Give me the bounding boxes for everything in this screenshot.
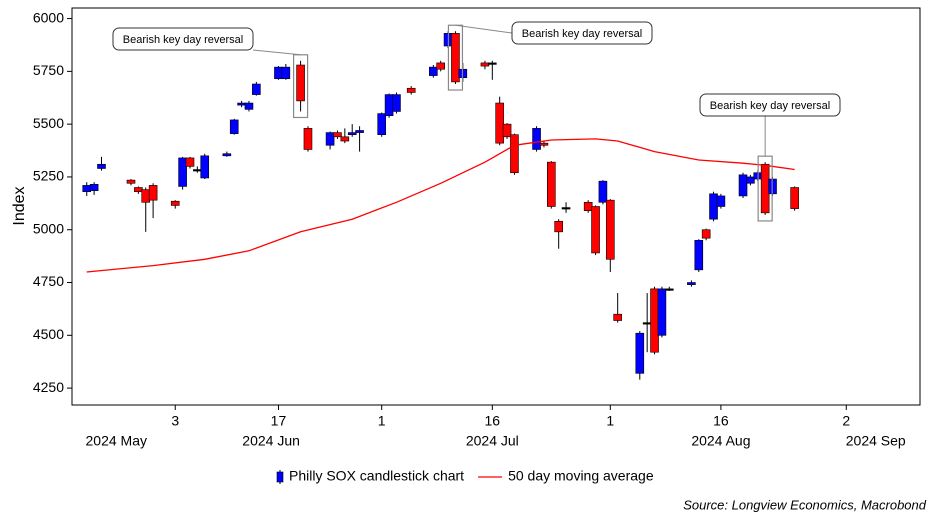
annotation-text: Bearish key day reversal (710, 100, 830, 112)
candle-body (687, 282, 696, 285)
candle-body (716, 195, 726, 207)
candle-body (701, 229, 711, 239)
legend-label: 50 day moving average (508, 468, 654, 484)
candle-body (429, 66, 438, 76)
candle-body (185, 157, 195, 167)
moving-average-line (86, 138, 795, 273)
month-label: 2024 Jun (242, 433, 300, 449)
candle-body (502, 123, 512, 138)
leader-line (455, 24, 513, 34)
legend-label: Philly SOX candlestick chart (289, 468, 464, 484)
candle-body (532, 128, 541, 150)
y-tick-label: 5250 (33, 168, 64, 184)
y-tick-label: 4750 (33, 273, 64, 289)
candle-body (635, 332, 645, 374)
candle-body (495, 102, 504, 144)
candle-body (694, 239, 704, 271)
candle-body (281, 66, 291, 80)
candle-body (583, 201, 593, 212)
candle-body (97, 163, 106, 169)
candle-body (406, 87, 416, 93)
candle-body (347, 132, 357, 136)
leader-line (252, 49, 301, 56)
source: Source: Longview Economics, Macrobond (683, 497, 927, 512)
candle-body (790, 187, 799, 209)
candle-body (178, 157, 187, 187)
month-label: 2024 Aug (691, 433, 750, 449)
candle-body (746, 176, 755, 184)
candle-body (200, 155, 210, 179)
candle-body (642, 322, 652, 325)
candle-body (340, 136, 350, 142)
candle-body (252, 83, 261, 95)
annotation-text: Bearish key day reversal (522, 28, 642, 40)
candle-body (296, 64, 305, 102)
y-tick-label: 4500 (33, 326, 64, 342)
candle-body (148, 185, 158, 201)
candle-body (451, 33, 460, 83)
candle-body (303, 128, 313, 150)
month-label: 2024 Sep (846, 433, 906, 449)
candle-body (237, 102, 246, 106)
candle-body (82, 185, 92, 193)
candle-body (598, 180, 608, 203)
candle-body (333, 132, 342, 138)
candle-body (554, 220, 563, 233)
candle-body (355, 130, 364, 133)
candle-body (244, 102, 254, 110)
candle-body (436, 62, 445, 70)
y-tick-label: 5500 (33, 115, 64, 131)
candle-body (325, 132, 335, 146)
annotation-box (112, 27, 254, 51)
candle-body (170, 200, 180, 206)
x-tick-label: 16 (713, 413, 729, 429)
candle-body (377, 113, 387, 136)
candle-body (274, 66, 283, 80)
x-tick-label: 1 (378, 413, 386, 429)
month-label: 2024 Jul (466, 433, 519, 449)
candle-body (229, 119, 239, 134)
candle-body (657, 288, 667, 336)
candle-body (547, 161, 556, 207)
x-tick-label: 2 (842, 413, 850, 429)
candle-body (222, 153, 232, 157)
candle-body (126, 179, 136, 184)
month-label: 2024 May (86, 433, 147, 449)
candle-body (89, 184, 99, 191)
y-axis-label: Index (11, 186, 28, 225)
y-tick-label: 5000 (33, 220, 64, 236)
candle-body (613, 313, 622, 321)
legend-candle (276, 471, 284, 483)
y-tick-label: 6000 (33, 9, 64, 25)
candle-body (664, 288, 674, 291)
x-tick-label: 1 (606, 413, 614, 429)
x-tick-label: 3 (171, 413, 179, 429)
candle-body (539, 142, 549, 146)
candle-body (650, 288, 659, 353)
candle-body (510, 134, 519, 174)
candle-body (605, 199, 615, 260)
candle-body (134, 187, 143, 193)
x-tick-label: 16 (485, 413, 501, 429)
candle-body (141, 189, 151, 203)
candle-body (738, 174, 748, 197)
annotation-box (699, 93, 841, 117)
candle-body (561, 207, 571, 210)
candles (82, 31, 799, 380)
candle-body (384, 94, 394, 116)
plot-frame (71, 7, 921, 406)
annotation-text: Bearish key day reversal (123, 34, 243, 46)
candle-body (760, 163, 770, 214)
candle-body (488, 62, 497, 65)
candle-body (480, 62, 490, 67)
candle-body (709, 193, 718, 220)
y-tick-label: 5750 (33, 62, 64, 78)
x-tick-label: 17 (271, 413, 287, 429)
candle-body (591, 206, 600, 254)
candle-body (392, 94, 401, 112)
annotation-box (511, 21, 653, 45)
candle-body (193, 169, 202, 172)
y-tick-label: 4250 (33, 379, 64, 395)
